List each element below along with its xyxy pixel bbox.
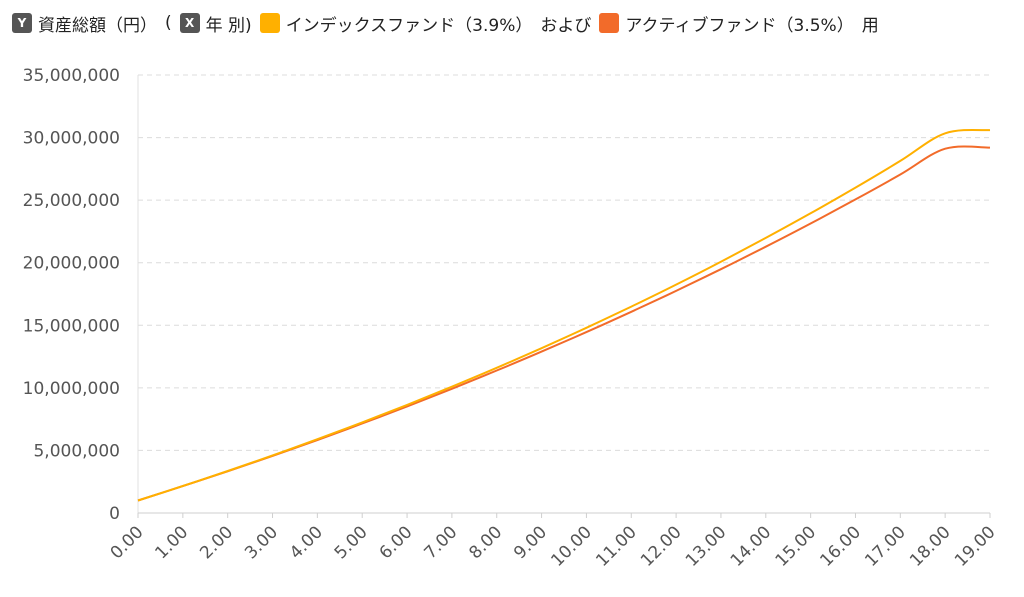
y-tick-label: 20,000,000 [23,254,120,274]
grid-lines [138,74,990,451]
y-tick-label: 5,000,000 [33,441,120,461]
x-tick-label: 7.00 [421,522,462,563]
legend-open-paren: ( [165,13,172,33]
series-1-legend-label: アクティブファンド（3.5%） [625,15,854,36]
y-tick-label: 15,000,000 [23,316,120,336]
x-tick-label: 2.00 [196,522,237,563]
x-tick-label: 17.00 [861,522,910,571]
x-tick-label: 12.00 [637,522,686,571]
series-1-line [137,145,991,502]
y-axis-badge: Y [12,13,32,33]
x-tick-label: 5.00 [331,522,372,563]
x-tick-label: 10.00 [547,522,596,571]
series-0-line [137,128,991,502]
x-tick-label: 16.00 [816,522,865,571]
y-tick-label: 25,000,000 [23,191,120,211]
series-0-swatch [259,13,280,33]
x-tick-label: 11.00 [592,522,641,571]
x-axis-badge: X [179,13,200,33]
x-tick-label: 6.00 [376,522,417,563]
x-tick-label: 13.00 [682,522,731,571]
series-lines [137,128,991,502]
y-tick-label: 10,000,000 [23,379,120,399]
x-tick-label: 15.00 [772,522,821,571]
y-tick-label: 35,000,000 [23,66,120,86]
chart-legend: Y 資産総額（円） ( X 年 別) インデックスファンド（3.9%） および … [12,9,879,37]
x-tick-label: 3.00 [241,522,282,563]
x-tick-label: 18.00 [906,522,955,571]
x-tick-label: 9.00 [510,522,551,563]
x-tick-label: 19.00 [951,522,1000,571]
legend-joiner: および [540,15,592,36]
x-tick-label: 8.00 [465,522,506,563]
y-tick-label: 0 [109,504,120,524]
series-0-legend-label: インデックスファンド（3.9%） [285,15,533,36]
legend-suffix: 用 [861,15,879,36]
x-tick-label: 14.00 [727,522,776,571]
y-tick-label: 30,000,000 [23,129,120,149]
x-tick-label: 0.00 [107,522,148,563]
series-1-swatch [599,13,620,33]
y-axis-ticks: 0 5,000,000 10,000,000 15,000,000 20,000,000… [23,66,120,524]
x-tick-label: 1.00 [151,522,192,563]
x-axis-legend-label: 年 別) [205,15,252,36]
x-axis-ticks: 0.00 1.00 2.00 3.00 4.00 5.00 6.00 7.00 8.00 9.00… [107,513,1000,571]
x-tick-label: 4.00 [286,522,327,563]
y-axis-legend-label: 資産総額（円） [38,15,157,36]
axes [137,75,990,514]
